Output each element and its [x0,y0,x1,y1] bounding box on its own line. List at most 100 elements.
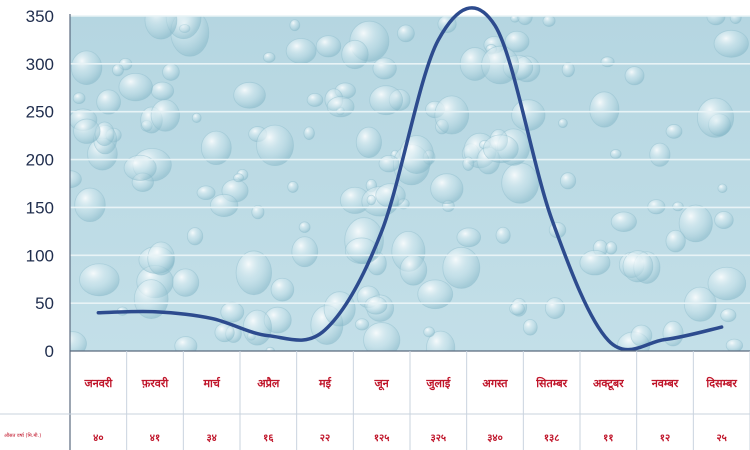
water-drop [200,130,232,165]
water-drop [291,236,319,268]
water-drop [209,193,239,218]
y-tick-label: 300 [26,55,54,74]
water-drop [162,63,180,81]
data-value-label: १२ [660,433,670,444]
water-drop [233,81,266,109]
y-axis-ticks: 0 50 100 150 200 250 300 350 [26,7,54,361]
water-drop [70,50,103,85]
x-tick-label: सितम्बर [535,376,567,390]
x-tick-label: मार्च [202,376,220,390]
water-drop [678,204,713,243]
water-drop [462,156,475,171]
water-drop [270,277,295,302]
data-value-label: २५ [716,433,726,444]
water-drop [372,57,397,80]
water-drop [285,38,317,65]
data-value-label: १६ [263,433,274,444]
water-drop [355,126,382,158]
water-drop [341,39,369,70]
water-drop [430,173,464,205]
water-drop [262,52,276,63]
water-drop [256,124,294,167]
water-drop [622,250,654,283]
water-drop [589,91,620,128]
data-value-label: १३८ [544,433,560,444]
y-tick-label: 100 [26,246,54,265]
water-drop [251,204,265,220]
water-drop [366,194,376,206]
y-tick-label: 150 [26,198,54,217]
water-drop [442,246,481,289]
water-drop [610,211,637,232]
water-drop [683,286,717,322]
data-value-label: ११ [603,433,613,444]
water-drop [665,124,683,139]
water-drop [713,29,749,58]
water-drop [579,250,611,276]
water-drop [298,221,311,233]
water-drop [558,118,568,129]
water-drop [417,279,454,310]
water-drop [196,185,216,201]
water-drop [517,16,533,26]
water-drop [481,45,520,85]
water-drop [672,201,684,212]
water-drop [605,241,618,255]
water-drop [662,320,684,347]
water-drop [235,250,272,296]
water-drop [482,134,519,164]
y-tick-label: 200 [26,151,54,170]
table-row-header: औसत वर्षा (मि.मी.) [4,432,41,439]
x-tick-label: जून [374,377,390,391]
x-tick-label: मई [318,376,332,390]
data-value-label: ३४ [206,433,216,444]
water-drop [191,112,202,123]
water-drop [665,229,686,253]
water-drop [172,268,200,297]
water-drop [303,126,315,141]
water-drop [434,95,470,135]
water-drop [73,118,101,144]
data-value-label: ४१ [150,433,160,444]
x-tick-label: फ़रवरी [141,376,170,390]
water-drop [174,336,198,351]
x-tick-label: अक्टूबर [593,377,624,391]
x-tick-label: अप्रैल [257,376,280,390]
water-drop [426,330,456,351]
water-drop [96,89,121,115]
data-value-label: ३४० [487,433,503,444]
water-drop [315,35,342,58]
water-drop [220,301,245,323]
water-drop [112,63,124,77]
x-tick-label: जुलाई [425,376,451,391]
data-table: जनवरी फ़रवरी मार्च अप्रैल मई जून जुलाई अगस्त सित… [0,351,750,450]
y-tick-label: 350 [26,7,54,26]
water-drop [624,66,645,86]
data-value-label: २२ [320,433,330,444]
water-drop [287,181,299,193]
water-drop [70,331,87,351]
water-drop [707,266,747,301]
water-drop [74,187,106,223]
water-drop [399,135,434,174]
y-tick-label: 50 [35,294,54,313]
water-drop [150,99,181,132]
grid-lines [70,15,750,304]
water-drop [397,24,415,43]
water-drop [150,81,175,101]
water-drop [561,62,575,78]
water-drop [144,16,178,40]
data-value-label: १२५ [374,433,390,444]
water-drop [399,254,428,286]
water-drop [542,16,556,27]
water-drop [495,226,511,244]
water-drop [72,92,86,105]
x-tick-label: दिसम्बर [705,376,737,390]
water-drop [610,149,622,160]
water-drop-texture [70,16,749,351]
x-tick-label: जनवरी [83,376,113,390]
water-drop [720,308,737,323]
y-tick-label: 250 [26,103,54,122]
water-drop [456,227,482,248]
water-drop [289,19,301,32]
